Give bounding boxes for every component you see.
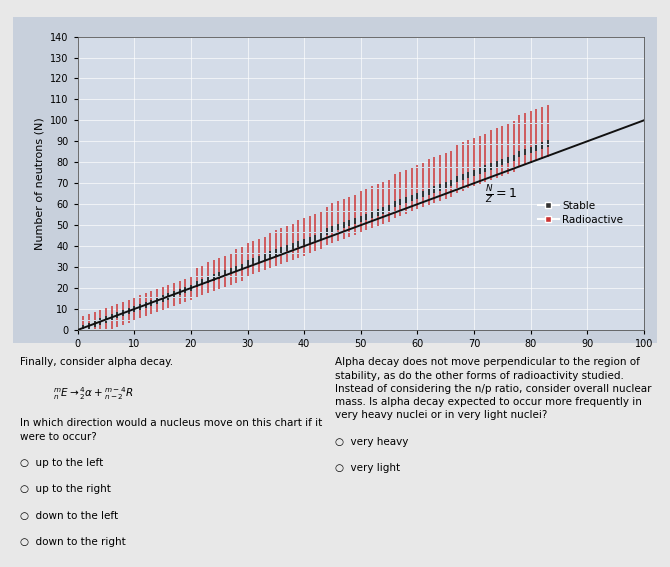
- Text: Alpha decay does not move perpendicular to the region of
stability, as do the ot: Alpha decay does not move perpendicular …: [335, 357, 651, 473]
- Text: Finally, consider alpha decay.

          $^m_nE \rightarrow ^4_2\alpha + ^{m-4}: Finally, consider alpha decay. $^m_nE \r…: [20, 357, 322, 547]
